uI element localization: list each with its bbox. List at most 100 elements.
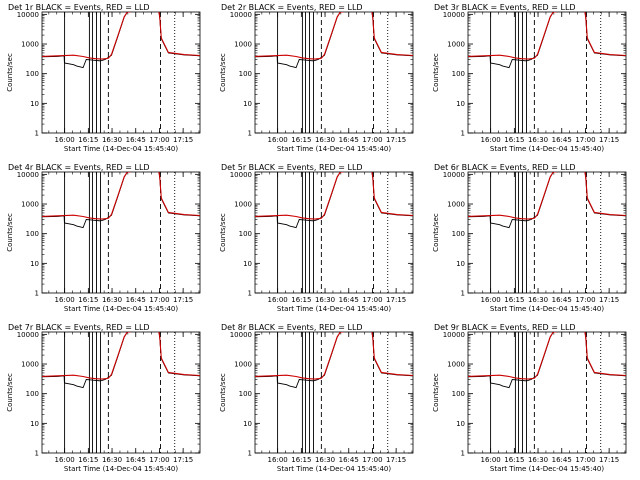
y-axis-label: Counts/sec (219, 213, 227, 252)
x-tick-label: 16:30 (315, 136, 335, 144)
y-tick-label: 10 (30, 100, 39, 108)
y-tick-label: 1000 (234, 41, 252, 49)
x-tick-label: 16:45 (126, 456, 146, 464)
y-tick-label: 100 (239, 70, 252, 78)
x-tick-label: 17:00 (575, 136, 595, 144)
x-tick-label: 16:45 (552, 296, 572, 304)
y-tick-label: 1 (248, 130, 252, 138)
plot-frame (254, 331, 414, 454)
y-tick-label: 10000 (17, 331, 39, 339)
y-tick-label: 1000 (21, 41, 39, 49)
x-tick-label: 17:15 (173, 136, 193, 144)
y-tick-label: 10 (30, 420, 39, 428)
series-line-events (255, 332, 413, 389)
x-tick-label: 17:15 (599, 296, 619, 304)
x-axis-label: Start Time (14-Dec-04 15:45:40) (490, 145, 604, 153)
x-tick-label: 16:30 (528, 296, 548, 304)
x-axis-label: Start Time (14-Dec-04 15:45:40) (64, 145, 178, 153)
x-tick-label: 16:45 (339, 456, 359, 464)
x-tick-label: 16:30 (102, 136, 122, 144)
series-line-lld (468, 12, 626, 60)
y-tick-label: 1000 (447, 41, 465, 49)
x-tick-label: 17:15 (386, 136, 406, 144)
x-tick-label: 16:15 (504, 136, 524, 144)
x-tick-label: 17:00 (149, 296, 169, 304)
x-tick-label: 16:45 (339, 136, 359, 144)
y-tick-label: 10000 (443, 331, 465, 339)
series-line-events (468, 12, 626, 69)
x-tick-label: 17:00 (149, 456, 169, 464)
y-tick-label: 1 (248, 290, 252, 298)
y-tick-label: 100 (26, 230, 39, 238)
x-tick-label: 16:45 (126, 296, 146, 304)
y-tick-label: 100 (452, 230, 465, 238)
panel-title: Det 5r BLACK = Events, RED = LLD (221, 163, 363, 172)
y-tick-label: 1000 (21, 201, 39, 209)
panel-title: Det 8r BLACK = Events, RED = LLD (221, 323, 363, 332)
det-panel-9: Det 9r BLACK = Events, RED = LLD 1 10 100 10… (432, 323, 627, 473)
y-axis-label: Counts/sec (219, 373, 227, 412)
y-tick-label: 10 (243, 100, 252, 108)
x-tick-label: 16:45 (552, 136, 572, 144)
x-tick-label: 17:15 (599, 136, 619, 144)
series-line-events (255, 12, 413, 69)
y-axis-label: Counts/sec (432, 53, 440, 92)
y-tick-label: 100 (239, 230, 252, 238)
panel-title: Det 4r BLACK = Events, RED = LLD (8, 163, 150, 172)
panel-title: Det 3r BLACK = Events, RED = LLD (434, 3, 576, 12)
plot-frame (467, 11, 627, 134)
series-line-events (42, 12, 200, 69)
series-line-lld (42, 332, 200, 380)
x-axis-label: Start Time (14-Dec-04 15:45:40) (277, 465, 391, 473)
x-tick-label: 17:00 (149, 136, 169, 144)
y-tick-label: 10000 (443, 171, 465, 179)
x-tick-label: 16:00 (268, 296, 288, 304)
series-line-lld (255, 12, 413, 60)
plot-frame (41, 11, 201, 134)
x-tick-label: 17:00 (362, 456, 382, 464)
x-tick-label: 17:00 (362, 296, 382, 304)
series-line-lld (42, 12, 200, 60)
x-tick-label: 16:00 (55, 136, 75, 144)
series-line-events (42, 332, 200, 389)
x-tick-label: 17:15 (173, 456, 193, 464)
det-panel-5: Det 5r BLACK = Events, RED = LLD 1 10 100 10… (219, 163, 414, 313)
x-axis-label: Start Time (14-Dec-04 15:45:40) (490, 305, 604, 313)
x-tick-label: 16:30 (528, 456, 548, 464)
x-axis-label: Start Time (14-Dec-04 15:45:40) (277, 145, 391, 153)
x-tick-label: 16:45 (126, 136, 146, 144)
plot-frame (467, 331, 627, 454)
x-tick-label: 16:15 (504, 456, 524, 464)
series-line-lld (42, 172, 200, 220)
x-tick-label: 17:00 (362, 136, 382, 144)
x-tick-label: 16:30 (102, 296, 122, 304)
y-tick-label: 10000 (230, 171, 252, 179)
x-tick-label: 16:15 (78, 136, 98, 144)
x-axis-label: Start Time (14-Dec-04 15:45:40) (490, 465, 604, 473)
y-tick-label: 10 (456, 260, 465, 268)
y-tick-label: 10 (243, 260, 252, 268)
y-axis-label: Counts/sec (6, 373, 14, 412)
series-line-lld (468, 332, 626, 380)
series-line-events (255, 172, 413, 229)
y-tick-label: 1 (461, 290, 465, 298)
y-tick-label: 1000 (447, 201, 465, 209)
plot-frame (41, 171, 201, 294)
x-tick-label: 16:45 (339, 296, 359, 304)
y-tick-label: 10000 (17, 171, 39, 179)
det-panel-6: Det 6r BLACK = Events, RED = LLD 1 10 100 10… (432, 163, 627, 313)
y-axis-label: Counts/sec (432, 213, 440, 252)
plot-frame (254, 171, 414, 294)
y-axis-label: Counts/sec (219, 53, 227, 92)
x-tick-label: 17:15 (386, 456, 406, 464)
y-tick-label: 100 (452, 390, 465, 398)
panel-title: Det 9r BLACK = Events, RED = LLD (434, 323, 576, 332)
x-tick-label: 16:00 (481, 456, 501, 464)
x-axis-label: Start Time (14-Dec-04 15:45:40) (277, 305, 391, 313)
x-tick-label: 16:00 (481, 136, 501, 144)
y-axis-label: Counts/sec (6, 53, 14, 92)
x-tick-label: 16:00 (268, 456, 288, 464)
x-tick-label: 17:00 (575, 456, 595, 464)
x-tick-label: 16:15 (291, 136, 311, 144)
